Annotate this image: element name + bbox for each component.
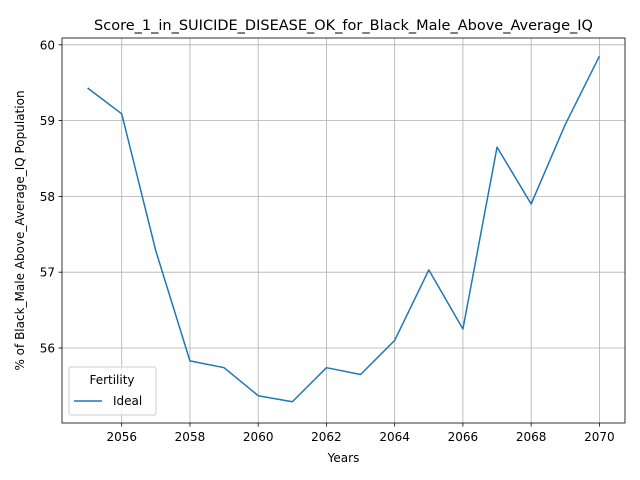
x-tick-label: 2070 [584,430,615,444]
series-group [87,55,601,403]
y-tick-label: 60 [40,38,55,52]
axis-ticks: 2056 2058 2060 2062 2064 2066 2068 2070 56 57 58 59… [40,38,615,444]
chart-title: Score_1_in_SUICIDE_DISEASE_OK_for_Black_… [94,18,593,34]
legend-label-ideal: Ideal [113,394,142,408]
x-tick-label: 2068 [516,430,547,444]
plot-area-frame [61,37,626,424]
y-tick-label: 57 [40,266,55,280]
x-axis-label: Years [327,451,360,465]
x-tick-label: 2058 [175,430,206,444]
x-tick-label: 2066 [448,430,479,444]
x-tick-label: 2060 [243,430,274,444]
x-tick-label: 2056 [106,430,137,444]
grid-lines [62,38,625,423]
x-tick-label: 2062 [311,430,342,444]
x-tick-label: 2064 [379,430,410,444]
series-line-ideal [87,55,601,403]
y-tick-label: 56 [40,341,55,355]
y-tick-label: 58 [40,190,55,204]
y-tick-label: 59 [40,114,55,128]
legend: Fertility Ideal [68,366,157,416]
legend-box [68,366,157,416]
y-axis-label: % of Black_Male Above_Average_IQ Populat… [13,90,27,370]
legend-title: Fertility [89,373,134,387]
